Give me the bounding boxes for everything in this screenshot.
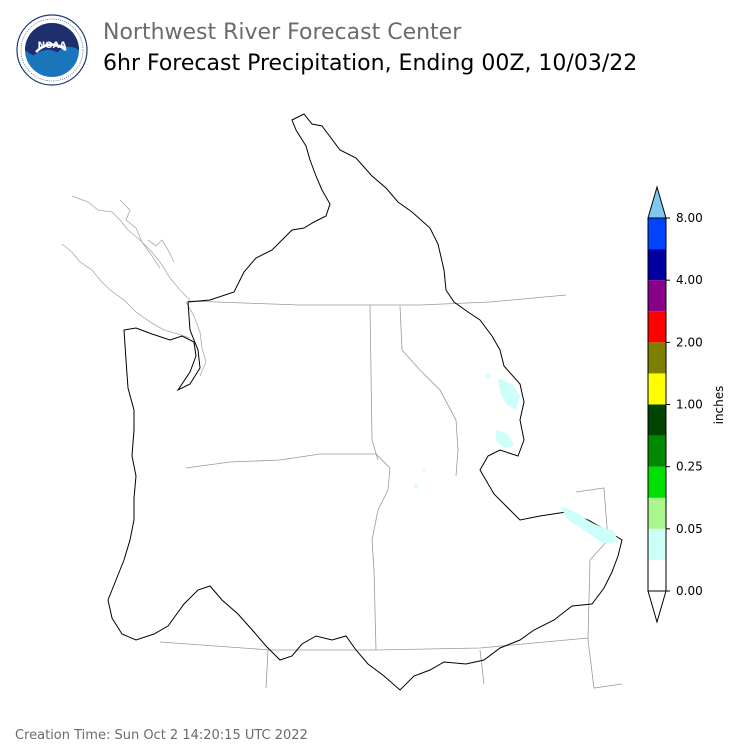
colorbar-bin [648,559,666,591]
colorbar-under-arrow [647,590,667,624]
wa-oregon-border [185,453,391,491]
colorbar-unit-label: inches [712,386,726,425]
colorbar-tick-label: 8.00 [676,211,703,225]
oregon-south-border [159,637,589,651]
us-canada-border [187,294,567,306]
oregon-idaho-border [371,489,389,651]
nv-border-east [479,649,485,685]
colorbar-bin [648,435,666,467]
colorbar-tick-label: 1.00 [676,398,703,412]
idaho-wyoming-border [575,487,623,689]
state-borders [159,294,623,689]
nv-border-west [265,649,269,689]
colorbar-bin [648,466,666,498]
colorbar-bin [648,373,666,405]
creation-time: Creation Time: Sun Oct 2 14:20:15 UTC 20… [15,728,308,743]
colorbar-bin [648,311,666,343]
colorbar-tick-label: 0.00 [676,584,703,598]
basin-boundary [107,113,623,691]
org-title: Northwest River Forecast Center [103,20,462,45]
colorbar-over-arrow [647,185,667,219]
colorbar-bin [648,280,666,312]
colorbar-tick-label: 0.25 [676,460,703,474]
colorbar-tick-label: 2.00 [676,335,703,349]
colorbar-bin [648,528,666,560]
colorbar-tick-label: 0.05 [676,522,703,536]
noaa-logo-icon: NOAA [16,14,88,86]
colorbar-tick-label: 4.00 [676,273,703,287]
colorbar-bin [648,342,666,374]
colorbar-bin [648,249,666,281]
colorbar-bin [648,404,666,436]
product-title: 6hr Forecast Precipitation, Ending 00Z, … [103,51,638,76]
colorbar-bin [648,497,666,529]
logo-text: NOAA [38,41,67,51]
wa-idaho-border [369,304,379,461]
coastline [61,195,207,377]
colorbar-bin [648,218,666,250]
idaho-montana-border [399,305,459,477]
precip-patches [414,374,618,544]
